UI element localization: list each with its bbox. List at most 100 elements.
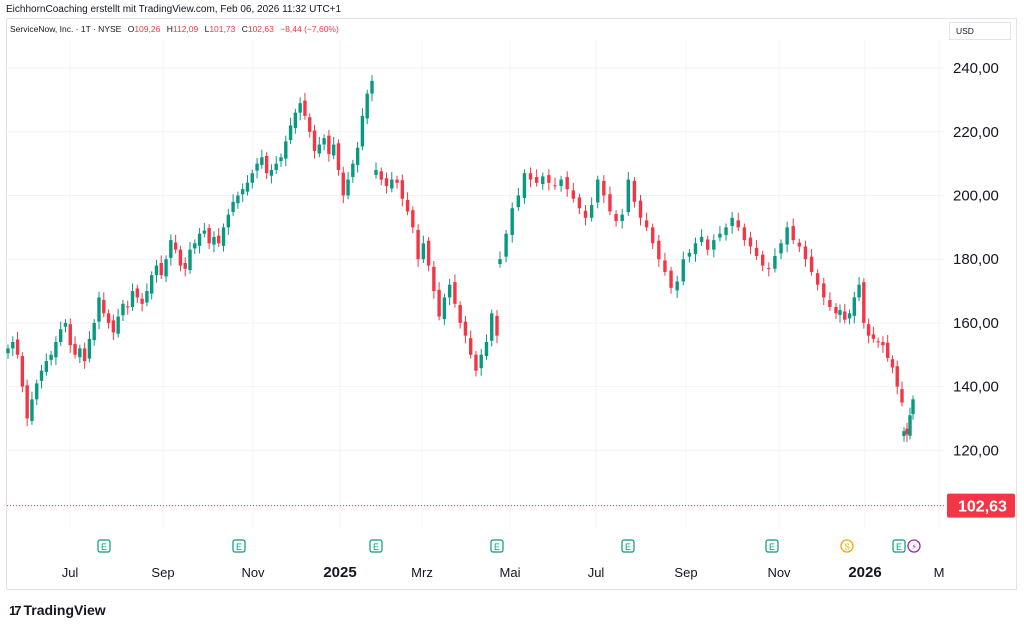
earnings-icon[interactable]	[232, 539, 246, 553]
chart-frame[interactable]	[6, 18, 1017, 590]
candle-body	[54, 342, 58, 358]
candle-body	[44, 361, 49, 372]
candle-body	[212, 236, 216, 245]
candle-body	[250, 173, 254, 183]
time-tick-label: Jul	[62, 565, 79, 580]
candle-body	[463, 321, 468, 336]
earnings-icon[interactable]	[892, 539, 906, 553]
candle-body	[583, 210, 588, 218]
price-tick-label: 200,00	[953, 188, 999, 205]
close-label: C	[241, 24, 248, 34]
candle-body	[730, 217, 734, 227]
last-price: 102,63	[7, 493, 1015, 518]
candle-body	[102, 299, 106, 314]
earnings-letter: E	[236, 542, 242, 552]
earnings-icon[interactable]	[490, 539, 504, 553]
candle-body	[370, 80, 374, 94]
candle-body	[336, 143, 341, 171]
currency-selector[interactable]: USD	[949, 22, 1011, 40]
candle-body	[528, 173, 533, 180]
candle-body	[312, 130, 317, 151]
time-tick-label: Sep	[674, 565, 697, 580]
candle-body	[432, 266, 436, 292]
candle-body	[602, 180, 606, 196]
candle-body	[885, 342, 890, 358]
candle-body	[327, 135, 331, 155]
time-tick-label: Sep	[151, 565, 174, 580]
candle-body	[632, 180, 637, 202]
candle-body	[240, 189, 245, 195]
candle-body	[126, 306, 130, 308]
earnings-icon[interactable]	[369, 539, 383, 553]
candle-body	[866, 324, 871, 336]
candle-series	[6, 75, 915, 443]
split-icon[interactable]	[907, 539, 921, 553]
candle-body	[308, 117, 312, 132]
dividend-icon[interactable]	[840, 539, 854, 553]
candle-body	[620, 214, 624, 221]
candle-body	[390, 179, 394, 189]
candle-body	[82, 348, 87, 362]
candle-body	[748, 237, 753, 247]
candle-body	[135, 288, 140, 298]
candle-body	[908, 415, 912, 436]
time-tick-label: Mrz	[411, 565, 433, 580]
earnings-icon[interactable]	[765, 539, 779, 553]
candle-body	[534, 177, 539, 183]
candle-body	[298, 103, 302, 113]
price-tick-label: 160,00	[953, 315, 999, 332]
candle-body	[25, 385, 29, 419]
candle-body	[785, 227, 789, 245]
price-axis[interactable]: 240,00 220,00 200,00 180,00 160,00 140,00 120,…	[953, 60, 999, 459]
tradingview-logo[interactable]: 17 TradingView	[9, 602, 106, 618]
candle-body	[154, 265, 159, 276]
candle-body	[374, 170, 378, 175]
candle-body	[724, 227, 728, 235]
candle-body	[121, 303, 125, 316]
candle-body	[92, 322, 96, 341]
candle-body	[663, 260, 667, 272]
time-tick-label: Nov	[767, 565, 791, 580]
candle-body	[116, 316, 120, 334]
candle-body	[360, 115, 365, 147]
earnings-icon[interactable]	[97, 539, 111, 553]
candle-body	[644, 220, 649, 228]
candle-body	[405, 199, 410, 212]
candle-body	[11, 342, 15, 349]
time-tick-label: Jul	[588, 565, 605, 580]
candle-body	[355, 147, 360, 165]
time-axis[interactable]: Jul Sep Nov 2025 Mrz Mai Jul Sep Nov 2026 M	[62, 564, 945, 581]
price-tick-label: 180,00	[953, 251, 999, 268]
earnings-letter: E	[625, 542, 631, 552]
candle-body	[712, 240, 716, 250]
open-label: O	[127, 24, 135, 34]
candle-body	[791, 226, 795, 241]
candle-body	[596, 179, 600, 203]
candle-body	[614, 213, 618, 221]
candle-body	[87, 338, 92, 359]
candle-body	[838, 310, 842, 315]
price-tick-label: 120,00	[953, 442, 999, 459]
candle-body	[193, 243, 197, 249]
last-price-label: 102,63	[958, 499, 1007, 516]
earnings-icon[interactable]	[621, 539, 635, 553]
candle-body	[231, 201, 235, 213]
candle-body	[130, 291, 135, 307]
high-label: H	[166, 24, 173, 34]
candle-body	[571, 190, 576, 199]
candle-body	[20, 356, 25, 387]
candle-body	[608, 194, 612, 212]
candle-body	[876, 341, 880, 343]
high-value: 112,09	[172, 24, 199, 34]
candle-body	[779, 243, 783, 254]
candle-body	[6, 348, 10, 354]
candle-body	[559, 179, 563, 186]
symbol-name[interactable]: ServiceNow, Inc. · 1T · NYSE	[10, 24, 122, 34]
candle-body	[207, 227, 211, 244]
candle-body	[651, 227, 655, 244]
time-tick-label: M	[934, 565, 945, 580]
candle-body	[498, 259, 502, 264]
candle-body	[626, 179, 630, 213]
candle-body	[638, 200, 643, 218]
